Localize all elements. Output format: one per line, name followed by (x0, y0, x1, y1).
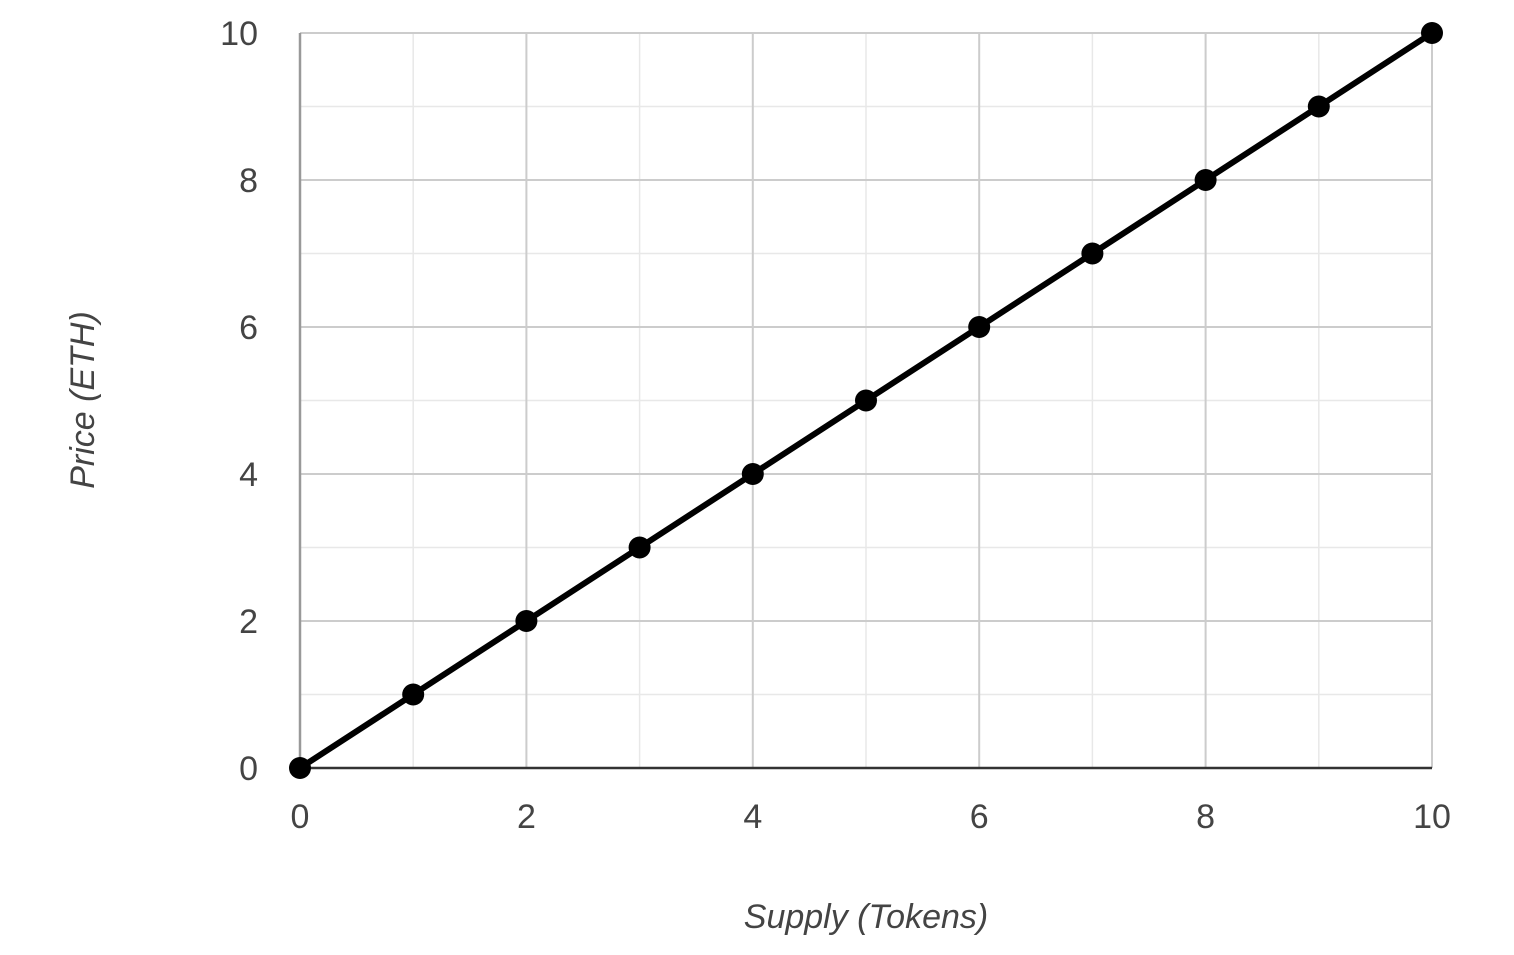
x-tick-label: 10 (1413, 798, 1451, 836)
data-point (1421, 22, 1443, 44)
tick-labels: 0 2 4 6 8 10 0 2 4 6 8 10 (220, 15, 1451, 836)
axes (298, 33, 1432, 770)
y-tick-label: 6 (239, 309, 258, 347)
y-axis-title: Price (ETH) (64, 311, 102, 489)
data-point (402, 683, 425, 706)
data-point (515, 610, 538, 632)
data-point (741, 463, 764, 485)
y-tick-label: 8 (239, 162, 258, 200)
x-tick-label: 6 (970, 798, 989, 836)
data-point (1081, 242, 1104, 265)
x-tick-label: 8 (1196, 798, 1215, 836)
data-point (289, 757, 311, 779)
x-tick-label: 4 (743, 798, 762, 836)
data-point (1194, 169, 1217, 191)
data-point (968, 316, 991, 338)
data-point (628, 536, 651, 559)
y-tick-label: 0 (239, 750, 258, 788)
data-point (1307, 95, 1330, 118)
x-axis-title: Supply (Tokens) (744, 898, 988, 936)
series-layer (289, 22, 1443, 779)
y-tick-label: 10 (220, 15, 258, 53)
y-tick-label: 2 (239, 603, 258, 641)
x-tick-label: 0 (291, 798, 310, 836)
data-point (855, 389, 877, 412)
x-tick-label: 2 (517, 798, 536, 836)
grid (300, 32, 1433, 768)
y-tick-label: 4 (239, 456, 258, 494)
